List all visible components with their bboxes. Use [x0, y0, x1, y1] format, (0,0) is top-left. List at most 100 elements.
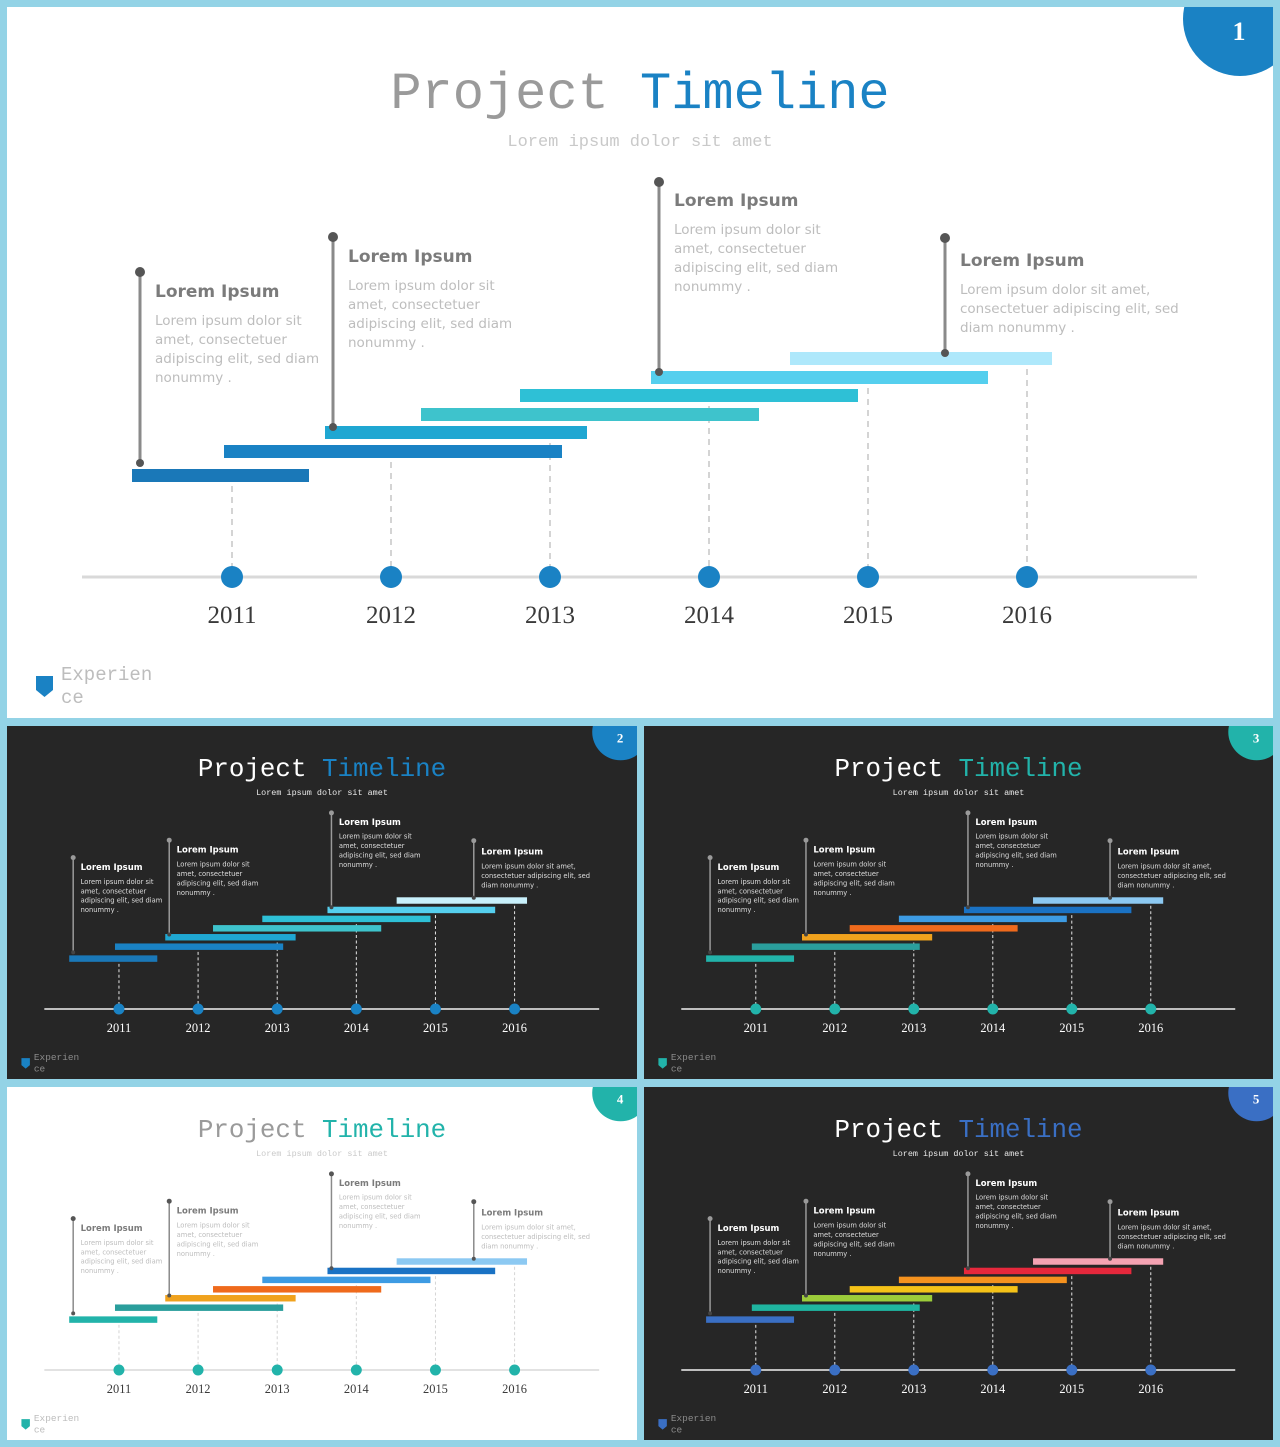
callout-text: adipiscing elit, sed diam [718, 897, 799, 905]
year-label: 2015 [843, 602, 893, 629]
year-marker [350, 1364, 362, 1376]
timeline-bar [213, 1286, 382, 1293]
callout-text: amet, consectetuer [155, 332, 287, 348]
page-subtitle: Lorem ipsum dolor sit amet [893, 1149, 1025, 1159]
callout-text: amet, consectetuer [674, 241, 806, 257]
slide-4[interactable]: 4 Project Timeline Lorem ipsum dolor sit a… [7, 1087, 637, 1440]
year-marker [750, 1364, 762, 1376]
callout-title: Lorem Ipsum [1117, 1208, 1179, 1218]
timeline-bar [651, 371, 988, 384]
callout-title: Lorem Ipsum [960, 251, 1085, 271]
year-marker [271, 1364, 283, 1376]
callout-anchor [167, 1293, 172, 1298]
year-marker [221, 566, 243, 588]
timeline-bar [69, 1316, 158, 1323]
year-label: 2012 [186, 1021, 211, 1035]
callout-text: adipiscing elit, sed diam [339, 852, 421, 860]
callout-text: nonummy . [975, 861, 1013, 869]
callout-text: adipiscing elit, sed diam [177, 879, 259, 887]
callout-text: nonummy . [718, 1267, 756, 1275]
year-label: 2016 [502, 1382, 527, 1396]
year-marker [113, 1364, 125, 1376]
year-marker [350, 1003, 362, 1015]
callout-pin [166, 1198, 172, 1204]
year-label: 2011 [744, 1382, 768, 1396]
slide-background [7, 7, 1273, 718]
callout-text: consectetuer adipiscing elit, sed [1117, 1233, 1225, 1241]
timeline-bar [706, 1316, 795, 1323]
callout-text: Lorem ipsum dolor sit [813, 1222, 886, 1230]
slide-1[interactable]: 1 Project Timeline Lorem ipsum dolor sit a… [7, 7, 1273, 718]
timeline-bar [963, 1267, 1132, 1275]
callout-title: Lorem Ipsum [177, 1206, 239, 1216]
callout-anchor [329, 905, 334, 910]
year-label: 2013 [265, 1021, 290, 1035]
slide-canvas: 2 Project Timeline Lorem ipsum dolor sit a… [7, 726, 637, 1079]
callout-anchor [965, 1266, 970, 1271]
year-label: 2016 [502, 1021, 527, 1035]
callout-text: Lorem ipsum dolor sit amet, [481, 862, 576, 870]
year-marker [539, 566, 561, 588]
slide-5[interactable]: 5 Project Timeline Lorem ipsum dolor sit a… [644, 1087, 1273, 1440]
timeline-bar [1033, 897, 1164, 904]
callout-anchor [941, 349, 949, 357]
page-title: Project Timeline [835, 755, 1083, 784]
callout-text: adipiscing elit, sed diam [177, 1240, 259, 1248]
year-marker [509, 1003, 521, 1015]
timeline-bar [327, 1267, 496, 1275]
slide-number-badge [592, 1087, 637, 1122]
callout-text: amet, consectetuer [718, 887, 784, 895]
timeline-bar [224, 445, 562, 458]
year-label: 2014 [980, 1021, 1006, 1035]
callout-anchor [136, 459, 144, 467]
callout-text: Lorem ipsum dolor sit [975, 1194, 1048, 1202]
year-label: 2015 [1059, 1021, 1084, 1035]
callout-text: adipiscing elit, sed diam [81, 897, 163, 905]
callout-pin [328, 1171, 334, 1177]
year-marker [829, 1003, 841, 1015]
callout-pin [965, 810, 971, 816]
callout-title: Lorem Ipsum [975, 1178, 1037, 1188]
brand-name-line1: Experien [34, 1052, 79, 1063]
callout-text: diam nonummy . [960, 320, 1075, 336]
callout-text: adipiscing elit, sed diam [718, 1258, 799, 1266]
timeline-bar [421, 408, 759, 421]
year-label: 2012 [822, 1382, 847, 1396]
slide-number: 5 [1253, 1091, 1259, 1106]
callout-anchor [1108, 1256, 1113, 1261]
brand-logo-icon [21, 1419, 30, 1430]
timeline-bar [520, 389, 858, 402]
year-marker [1066, 1364, 1078, 1376]
year-marker [509, 1364, 521, 1376]
year-marker [987, 1003, 999, 1015]
brand-logo-icon [658, 1058, 667, 1069]
callout-text: amet, consectetuer [975, 1203, 1041, 1211]
callout-title: Lorem Ipsum [339, 1178, 401, 1188]
year-label: 2016 [1002, 602, 1052, 629]
title-word-2: Timeline [959, 755, 1083, 784]
slide-2[interactable]: 2 Project Timeline Lorem ipsum dolor sit a… [7, 726, 637, 1079]
callout-pin [654, 177, 664, 187]
year-marker [380, 566, 402, 588]
slide-number: 2 [617, 730, 623, 745]
callout-pin [70, 1216, 76, 1222]
year-marker [1145, 1003, 1157, 1015]
callout-text: nonummy . [177, 1250, 215, 1258]
callout-pin [707, 855, 713, 861]
timeline-bar [327, 906, 496, 914]
slide-3[interactable]: 3 Project Timeline Lorem ipsum dolor sit a… [644, 726, 1273, 1079]
title-word-2: Timeline [322, 1115, 446, 1145]
callout-text: amet, consectetuer [718, 1248, 784, 1256]
callout-text: adipiscing elit, sed diam [339, 1213, 421, 1221]
timeline-bar [790, 352, 1052, 365]
callout-text: nonummy . [339, 861, 377, 869]
callout-text: amet, consectetuer [975, 842, 1041, 850]
callout-title: Lorem Ipsum [975, 817, 1037, 827]
year-label: 2014 [684, 602, 735, 629]
callout-pin [328, 232, 338, 242]
slide-number: 4 [617, 1091, 624, 1106]
title-word-1: Project [198, 1115, 307, 1145]
callout-pin [70, 855, 76, 861]
page-subtitle: Lorem ipsum dolor sit amet [507, 133, 772, 152]
callout-title: Lorem Ipsum [1117, 847, 1179, 857]
